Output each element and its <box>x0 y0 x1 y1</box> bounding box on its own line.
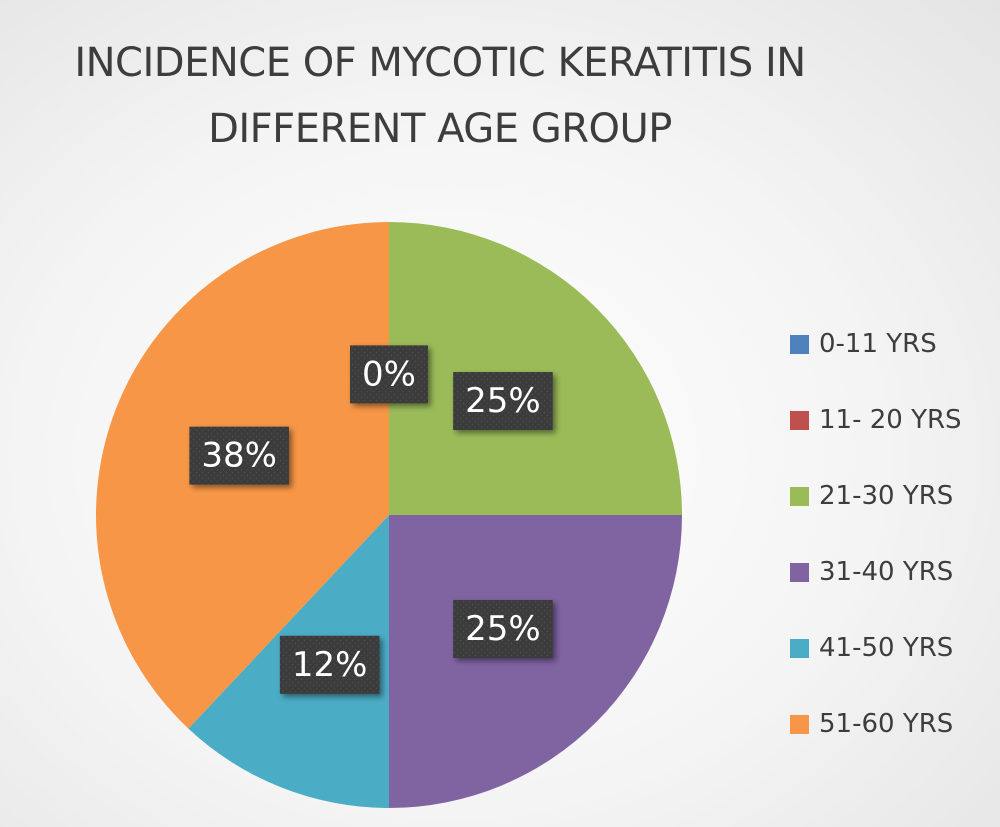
data-labels: 0% 25% 25% 12% 38% <box>189 345 553 694</box>
legend-item-51-60-yrs: 51-60 YRS <box>790 686 962 762</box>
slice-21-30-yrs <box>389 222 682 515</box>
legend-item-41-50-yrs: 41-50 YRS <box>790 610 962 686</box>
legend-swatch <box>790 410 809 430</box>
chart-title-line-1: INCIDENCE OF MYCOTIC KERATITIS IN <box>74 40 806 86</box>
legend-swatch <box>790 486 809 506</box>
data-label-41-50-yrs: 12% <box>279 635 380 694</box>
legend: 0-11 YRS 11- 20 YRS 21-30 YRS 31-40 YRS 41-5… <box>790 306 962 762</box>
legend-label: 11- 20 YRS <box>819 405 962 435</box>
legend-label: 21-30 YRS <box>819 481 954 511</box>
legend-item-31-40-yrs: 31-40 YRS <box>790 534 962 610</box>
legend-label: 0-11 YRS <box>819 329 937 359</box>
data-label-51-60-yrs: 38% <box>189 426 289 485</box>
legend-swatch <box>790 562 809 582</box>
svg-text:38%: 38% <box>201 436 277 476</box>
pie-slices <box>96 222 682 808</box>
svg-text:25%: 25% <box>465 609 541 649</box>
legend-swatch <box>790 638 809 658</box>
legend-label: 51-60 YRS <box>819 709 954 739</box>
svg-text:12%: 12% <box>292 645 368 685</box>
chart-title: INCIDENCE OF MYCOTIC KERATITIS IN DIFFER… <box>0 30 880 162</box>
data-label-0-11-yrs: 0% <box>350 345 428 404</box>
legend-item-0-11-yrs: 0-11 YRS <box>790 306 962 382</box>
legend-swatch <box>790 334 809 354</box>
legend-swatch <box>790 714 809 734</box>
data-label-31-40-yrs: 25% <box>453 599 553 658</box>
legend-label: 41-50 YRS <box>819 633 954 663</box>
slice-31-40-yrs <box>389 515 682 808</box>
legend-item-11-20-yrs: 11- 20 YRS <box>790 382 962 458</box>
legend-item-21-30-yrs: 21-30 YRS <box>790 458 962 534</box>
data-label-21-30-yrs: 25% <box>453 372 553 431</box>
chart-title-line-2: DIFFERENT AGE GROUP <box>208 106 672 152</box>
svg-text:0%: 0% <box>362 354 416 394</box>
svg-text:25%: 25% <box>465 381 541 421</box>
legend-label: 31-40 YRS <box>819 557 954 587</box>
